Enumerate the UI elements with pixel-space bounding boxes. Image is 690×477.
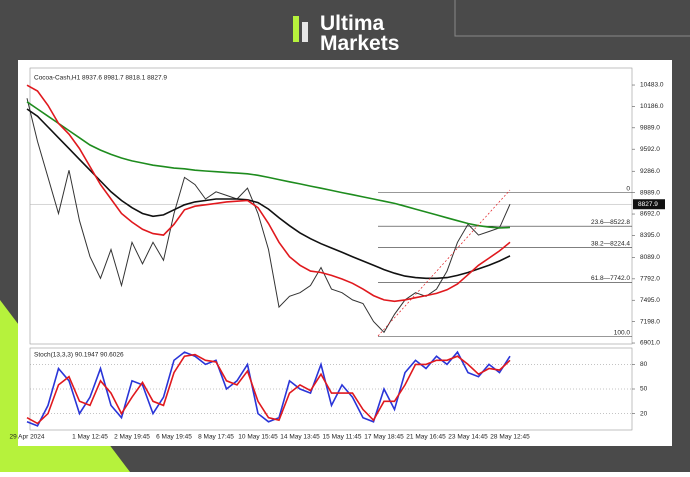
y-tick-label: 8395.0 (640, 232, 660, 239)
last-price-label: 8827.9 (638, 201, 658, 208)
y-tick-label: 20 (640, 410, 648, 417)
frame-deco (454, 0, 690, 37)
x-tick-label: 2 May 19:45 (114, 434, 150, 441)
brand-line: Ultima (320, 12, 385, 35)
x-tick-label: 17 May 18:45 (364, 434, 404, 441)
y-tick-label: 9286.0 (640, 168, 660, 175)
y-tick-label: 8692.0 (640, 211, 660, 218)
x-tick-label: 21 May 16:45 (406, 434, 446, 441)
x-tick-label: 15 May 11:45 (323, 434, 362, 441)
fib-trend (377, 189, 511, 337)
plot: 10483.0 10186.0 9889.0 9592.0 9286.0 8989.0 86… (9, 82, 665, 441)
x-tick-label: 29 Apr 2024 (9, 434, 44, 441)
y-tick-label: 9592.0 (640, 146, 660, 153)
series-line (26, 101, 511, 229)
y-tick-label: 8089.0 (640, 254, 660, 261)
y-tick-label: 7198.0 (640, 318, 660, 325)
y-tick-label: 7792.0 (640, 276, 660, 283)
y-tick-label: 10186.0 (640, 103, 664, 110)
y-tick-label: 50 (640, 386, 648, 393)
logo-bar (302, 22, 308, 42)
x-tick-label: 8 May 17:45 (198, 434, 234, 441)
x-tick-label: 28 May 12:45 (490, 434, 530, 441)
y-tick-label: 80 (640, 361, 648, 368)
fib-label: 100.0 (614, 329, 631, 336)
series-line (26, 84, 511, 303)
y-tick-label: 7495.0 (640, 297, 660, 304)
fib-label: 38.2—8224.4 (591, 240, 630, 247)
main-title: Cocoa-Cash,H1 8937.6 8981.7 8818.1 8827.… (34, 75, 167, 82)
fib-label: 61.8—7742.0 (591, 275, 630, 282)
logo-bar (293, 16, 299, 42)
series-line (26, 108, 511, 280)
main-pane (29, 67, 633, 345)
y-tick-label: 9889.0 (640, 125, 660, 132)
last-price-box (633, 199, 665, 210)
x-tick-label: 23 May 14:45 (448, 434, 488, 441)
x-tick-label: 14 May 13:45 (280, 434, 320, 441)
x-tick-label: 1 May 12:45 (72, 434, 108, 441)
y-tick-label: 8989.0 (640, 189, 660, 196)
stoch-title: Stoch(13,3,3) 90.1947 90.6026 (34, 352, 124, 359)
brand-line: Markets (320, 32, 399, 55)
y-tick-label: 6901.0 (640, 340, 660, 347)
fib-label: 0 (626, 185, 630, 192)
fib-label: 23.6—8522.8 (591, 219, 630, 226)
x-tick-label: 6 May 19:45 (156, 434, 192, 441)
x-tick-label: 10 May 15:45 (238, 434, 278, 441)
series-line (26, 350, 511, 427)
series-line (26, 353, 511, 425)
y-tick-label: 10483.0 (640, 82, 664, 89)
series-line (26, 98, 511, 334)
